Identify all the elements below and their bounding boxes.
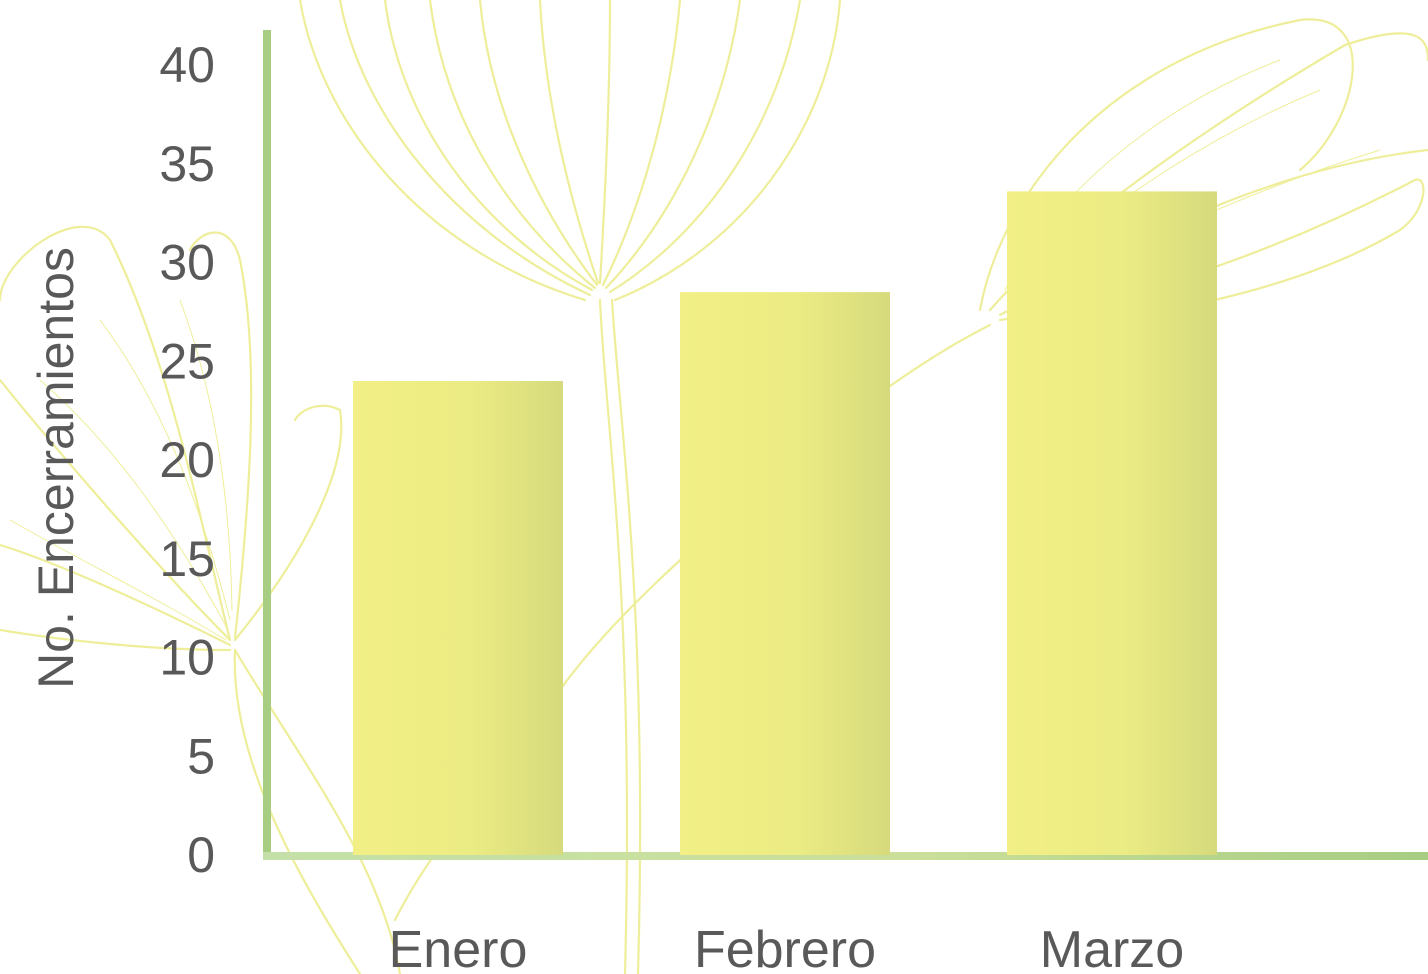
x-axis-category-labels: Enero Febrero Marzo <box>389 921 1185 974</box>
y-tick-label-15: 15 <box>159 531 215 587</box>
y-tick-label-25: 25 <box>159 333 215 389</box>
x-tick-label-enero: Enero <box>389 921 528 974</box>
y-axis-line <box>263 30 271 860</box>
bar-marzo <box>1007 191 1217 855</box>
y-tick-label-5: 5 <box>187 728 215 784</box>
y-tick-label-10: 10 <box>159 630 215 686</box>
x-tick-label-marzo: Marzo <box>1040 921 1184 974</box>
y-tick-label-0: 0 <box>187 827 215 883</box>
bar-febrero <box>680 292 890 855</box>
y-tick-label-40: 40 <box>159 37 215 93</box>
x-axis-line <box>263 852 1428 860</box>
y-tick-label-20: 20 <box>159 432 215 488</box>
bar-series <box>353 191 1217 855</box>
x-tick-label-febrero: Febrero <box>694 921 876 974</box>
y-axis-title: No. Encerramientos <box>28 247 84 689</box>
y-axis-tick-labels: 0 5 10 15 20 25 30 35 40 <box>159 37 215 883</box>
y-tick-label-35: 35 <box>159 136 215 192</box>
bar-enero <box>353 381 563 855</box>
y-tick-label-30: 30 <box>159 235 215 291</box>
